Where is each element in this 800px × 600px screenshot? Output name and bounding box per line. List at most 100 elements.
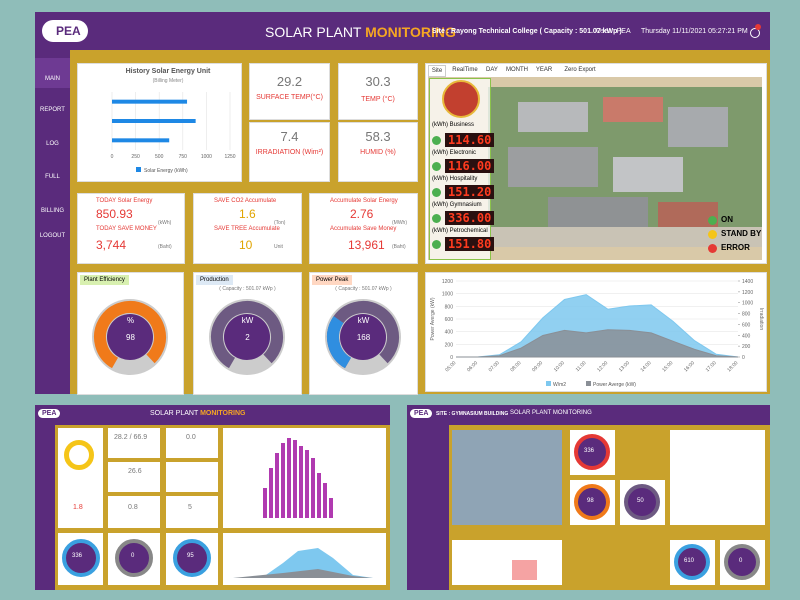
tab[interactable]: MONTH [506, 67, 528, 73]
thumb-gauge-dial [724, 544, 760, 580]
thumb-area [512, 560, 537, 580]
weather-card: 58.3 HUMID (%) [338, 122, 418, 182]
thumb-header [407, 405, 770, 425]
gauge [92, 299, 168, 375]
tab[interactable]: Zero Export [564, 67, 596, 73]
legend-dot [708, 216, 717, 225]
y-tick-label: 800 [445, 304, 454, 310]
y-tick-label: 400 [445, 330, 454, 336]
energy-unit: (Baht) [158, 244, 172, 250]
nav-log[interactable]: LOG [46, 141, 59, 147]
title-b: MONITORING [365, 24, 456, 40]
logo[interactable] [42, 20, 88, 42]
thumb-title-b: MONITORING [200, 410, 246, 417]
tab[interactable]: YEAR [535, 67, 553, 73]
gauge-card: Plant Efficiency % 98 [77, 272, 184, 395]
status-dot [432, 136, 441, 145]
notification-badge[interactable] [755, 24, 761, 30]
thumb-sidebar [35, 425, 55, 590]
gauge-unit: kW [357, 316, 370, 325]
thumb-value: 28.2 / 66.9 [114, 434, 148, 441]
gauge-unit: % [126, 316, 135, 325]
thumb-area [223, 533, 386, 585]
thumb-value: 5 [188, 504, 192, 511]
thumb-gauge: 0 [108, 533, 160, 585]
thumb-card: 0.8 [108, 496, 160, 528]
thumb-value: 0 [739, 558, 743, 564]
thumb-title-a: SOLAR PLANT [150, 410, 199, 417]
weather-label: SURFACE TEMP(°C) [256, 94, 323, 101]
gauge-capacity: ( Capacity : 501.07 kWp ) [335, 286, 392, 292]
x-tick-label: 07:00 [488, 360, 501, 373]
thumb-value: 610 [684, 558, 695, 564]
thumb-card: 5 [166, 496, 218, 528]
legend-swatch [586, 381, 591, 386]
weather-value: 58.3 [365, 129, 391, 144]
thumb-gauge-dial [674, 544, 710, 580]
gauge-title: Power Peak [312, 275, 353, 285]
tab[interactable]: Site [428, 65, 446, 77]
legend-label: Solar Energy (kWh) [144, 168, 188, 174]
status-dot [432, 162, 441, 171]
energy-value: 13,961 [348, 238, 385, 252]
x-tick-label: 16:00 [683, 360, 696, 373]
logo-text: PEA [56, 24, 81, 38]
thumb-card: 0.0 [166, 428, 218, 458]
nav-logout[interactable]: LOGOUT [39, 233, 66, 239]
sidebar: MAIN REPORT LOG FULL BILLING LOGOUT [35, 50, 70, 394]
y-tick-label: 200 [445, 342, 454, 348]
thumb-card: 1.8 [58, 496, 103, 528]
thumb-gauge: 95 [166, 533, 218, 585]
thumb-sidebar [407, 425, 449, 590]
y2-tick-label: 600 [742, 322, 751, 328]
history-card: History Solar Energy Unit (Billing Meter)… [77, 63, 242, 182]
energy-label: SAVE CO2 Accumulate [214, 198, 277, 204]
x-tick-label: 18:00 [726, 360, 739, 373]
legend-dot [708, 244, 717, 253]
weather-card: 29.2 SURFACE TEMP(°C) [249, 63, 330, 120]
gauge-title: Production [196, 275, 233, 285]
y2-axis-title: Irradiation [758, 308, 764, 330]
thumb-gauge: 0 [720, 540, 765, 585]
gauge [325, 299, 401, 375]
thumb-logo: PEA [38, 409, 61, 418]
nav-billing[interactable]: BILLING [40, 208, 64, 214]
x-tick-label: 06:00 [466, 360, 479, 373]
y2-tick-label: 800 [742, 312, 751, 318]
gauge-value: 98 [126, 333, 135, 342]
legend-label: Power Averge (kW) [593, 382, 636, 388]
power-chart: 0 200 400 600 800 1000 1200 0 200 400 600 800 1000 12… [430, 279, 764, 388]
x-tick-label: 05:00 [444, 360, 457, 373]
thumb-value: 26.6 [128, 468, 142, 475]
title-a: SOLAR PLANT [265, 24, 362, 40]
thumb-value: 0.0 [186, 434, 196, 441]
y2-tick-label: 0 [742, 355, 745, 361]
building-value: 336.00 [445, 211, 495, 225]
tab[interactable]: DAY [486, 67, 498, 73]
energy-unit: (MWh) [392, 220, 407, 226]
energy-value: 10 [239, 238, 253, 252]
tab[interactable]: RealTime [452, 67, 478, 73]
weather-card: 30.3 TEMP (°C) [338, 63, 418, 120]
thumb-gauge: 98 [570, 480, 615, 525]
gauge-unit: kW [241, 316, 254, 325]
x-tick-label: 14:00 [640, 360, 653, 373]
header-bar [35, 12, 770, 50]
nav-full[interactable]: FULL [45, 174, 60, 180]
chart-title: History Solar Energy Unit [126, 68, 211, 75]
gauge-title: Plant Efficiency [80, 275, 129, 285]
thumb-card [670, 430, 765, 525]
gauge [209, 299, 285, 375]
legend-label: STAND BY [721, 229, 762, 238]
thumb-donut [64, 440, 94, 470]
sidebar-active [35, 58, 70, 88]
college-logo [442, 80, 480, 118]
thumb-card: 28.2 / 66.9 [108, 428, 160, 458]
nav-report[interactable]: REPORT [40, 107, 65, 113]
legend-label: W/m2 [553, 382, 566, 388]
thumb-value: 98 [587, 498, 594, 504]
nav-main[interactable]: MAIN [45, 76, 60, 82]
thumb-header [35, 405, 390, 425]
